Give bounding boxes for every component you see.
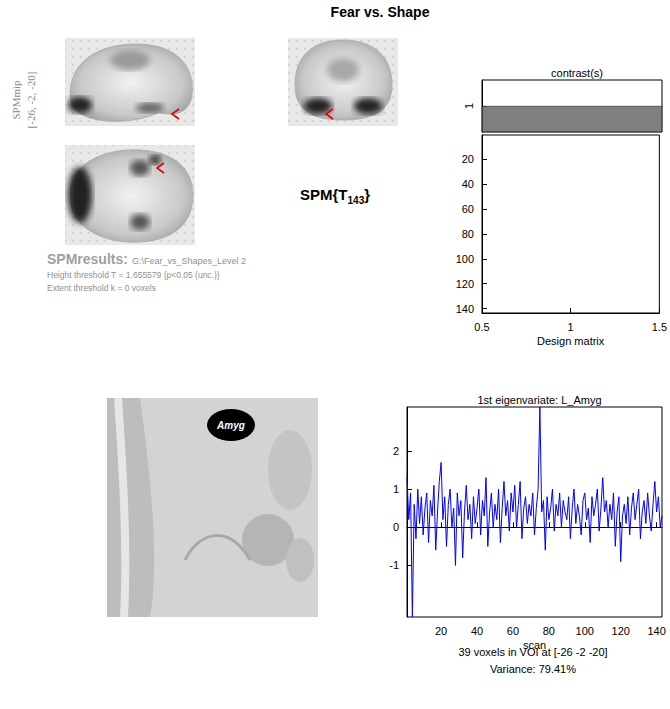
svg-text:[-26, -2, -20]: [-26, -2, -20] <box>25 72 37 129</box>
svg-text:SPMmip: SPMmip <box>10 80 22 120</box>
svg-text:20: 20 <box>435 625 447 637</box>
svg-text:120: 120 <box>456 278 474 290</box>
svg-text:0.5: 0.5 <box>474 321 489 333</box>
svg-text:100: 100 <box>456 253 474 265</box>
svg-text:140: 140 <box>647 625 665 637</box>
svg-text:2: 2 <box>393 445 399 457</box>
svg-text:40: 40 <box>462 178 474 190</box>
svg-text:60: 60 <box>462 203 474 215</box>
svg-text:40: 40 <box>471 625 483 637</box>
svg-text:140: 140 <box>456 303 474 315</box>
svg-text:80: 80 <box>543 625 555 637</box>
svg-text:Amyg: Amyg <box>216 420 245 431</box>
svg-text:-1: -1 <box>389 559 399 571</box>
svg-text:scan: scan <box>523 639 546 651</box>
svg-text:1: 1 <box>463 103 475 109</box>
svg-text:1: 1 <box>393 483 399 495</box>
svg-text:1.5: 1.5 <box>652 321 667 333</box>
svg-text:contrast(s): contrast(s) <box>551 67 603 79</box>
svg-text:1st eigenvariate: L_Amyg: 1st eigenvariate: L_Amyg <box>477 394 601 406</box>
svg-text:1: 1 <box>568 321 574 333</box>
svg-text:120: 120 <box>612 625 630 637</box>
svg-text:20: 20 <box>462 153 474 165</box>
svg-text:Design matrix: Design matrix <box>537 335 605 347</box>
svg-text:0: 0 <box>393 521 399 533</box>
svg-text:100: 100 <box>576 625 594 637</box>
svg-text:60: 60 <box>507 625 519 637</box>
svg-text:80: 80 <box>462 228 474 240</box>
